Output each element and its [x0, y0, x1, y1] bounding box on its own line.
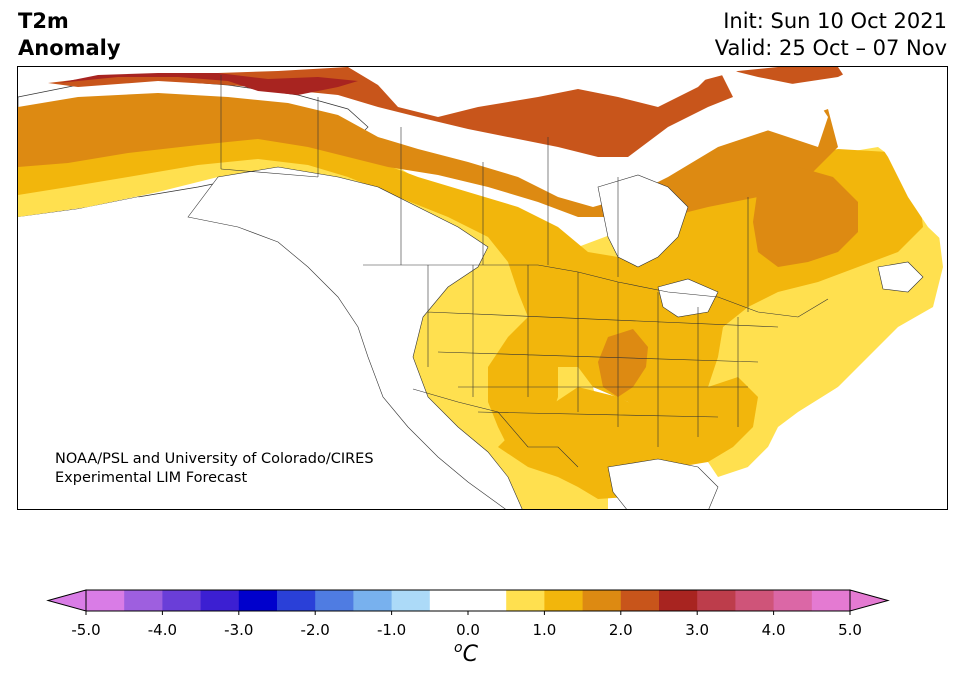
unit-degree: o [454, 640, 463, 656]
colorbar-bin [200, 590, 240, 611]
colorbar-extend-high [849, 589, 890, 612]
colorbar-tick-label: -1.0 [376, 621, 407, 639]
colorbar-tick-label: 0.0 [456, 621, 480, 639]
gulf-of-mexico [607, 458, 719, 509]
colorbar-unit: oC [454, 640, 478, 667]
colorbar-tick-label: -2.0 [300, 621, 330, 639]
colorbar-tick-label: 4.0 [761, 621, 786, 639]
colorbar-bin [353, 590, 393, 611]
province-borders [400, 137, 749, 312]
anomaly-w3-south-central [598, 329, 648, 397]
us-state-grid [427, 265, 779, 447]
colorbar-bin [86, 590, 125, 611]
labrador-sea [838, 67, 947, 246]
atlantic-ocean [719, 317, 947, 509]
colorbar-bin [277, 590, 316, 611]
title-line-1: T2m [18, 9, 69, 33]
anomaly-map: NOAA/PSL and University of Colorado/CIRE… [17, 66, 948, 510]
davis-strait [718, 67, 828, 147]
anomaly-w2-south [498, 377, 758, 499]
colorbar-tick-label: 2.0 [608, 621, 633, 639]
forecast-dates: Init: Sun 10 Oct 2021 Valid: 25 Oct – 07… [715, 8, 947, 62]
colorbar-tick-label: 3.0 [685, 621, 710, 639]
gulf-st-lawrence [877, 261, 924, 293]
colorbar-tick-label: -5.0 [71, 621, 101, 639]
hudson-bay [597, 174, 689, 268]
colorbar-bin [620, 590, 660, 611]
colorbar-tick-label: -3.0 [224, 621, 254, 639]
anomaly-w5-region [58, 73, 358, 95]
political-borders [220, 75, 829, 468]
colorbar-bin [735, 590, 775, 611]
anomaly-w2-region [18, 111, 923, 447]
water-bodies [18, 67, 947, 509]
map-title: T2m Anomaly [18, 8, 121, 62]
great-lakes [657, 278, 719, 318]
colorbar-ticks [85, 611, 851, 615]
valid-period: Valid: 25 Oct – 07 Nov [714, 36, 947, 60]
colorbar-tick-label: -4.0 [147, 621, 178, 639]
colorbar-bin [238, 590, 278, 611]
title-line-2: Anomaly [18, 36, 121, 60]
credit-line-2: Experimental LIM Forecast [55, 470, 248, 486]
colorbar-tick-label: 1.0 [532, 621, 557, 639]
map-svg [18, 67, 947, 509]
anomaly-w3-region [18, 93, 838, 217]
arctic-islands-gap [638, 67, 778, 87]
territory-borders [220, 97, 402, 178]
colorbar-bins [86, 590, 851, 611]
colorbar-bin [429, 590, 507, 611]
colorbar-bin [124, 590, 163, 611]
credit-line-1: NOAA/PSL and University of Colorado/CIRE… [55, 451, 374, 467]
arctic-ocean [348, 67, 718, 117]
colorbar-bin [697, 590, 736, 611]
colorbar-bin [391, 590, 431, 611]
colorbar-extend-low [46, 589, 87, 612]
colorbar-bin [582, 590, 622, 611]
colorbar-bin [773, 590, 813, 611]
colorbar-bin [315, 590, 354, 611]
unit-letter: C [462, 642, 478, 667]
map-credit: NOAA/PSL and University of Colorado/CIRE… [55, 450, 374, 488]
colorbar-bin [659, 590, 698, 611]
colorbar-bin [162, 590, 202, 611]
colorbar-tick-label: 5.0 [838, 621, 862, 639]
colorbar-bin [811, 590, 851, 611]
west-coast-land [187, 166, 523, 509]
colorbar-bin [544, 590, 584, 611]
colorbar-bin [506, 590, 545, 611]
us-mexico-border [412, 388, 579, 468]
us-canada-border [363, 264, 829, 318]
init-date: Init: Sun 10 Oct 2021 [723, 9, 947, 33]
anomaly-w3-northeast [753, 167, 858, 267]
pacific-ocean [18, 197, 506, 509]
western-land [187, 166, 523, 509]
